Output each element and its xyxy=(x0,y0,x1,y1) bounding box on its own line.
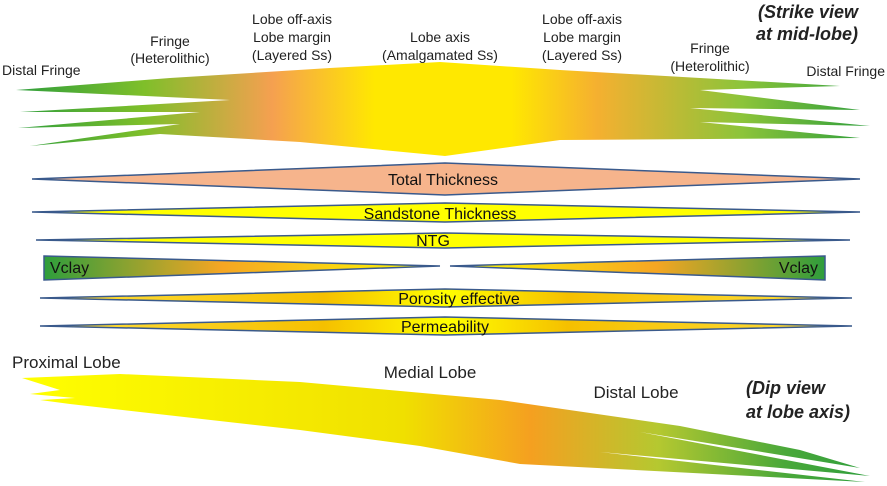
vclay-left-label: Vclay xyxy=(50,260,89,277)
strike-view-caption-line1: (Strike view xyxy=(758,2,859,22)
dip-view-caption-line1: (Dip view xyxy=(746,378,826,398)
lobe-off-axis-right-line3: (Layered Ss) xyxy=(542,47,622,63)
fringe-right-label-line2: (Heterolithic) xyxy=(670,58,749,74)
lobe-off-axis-left-line3: (Layered Ss) xyxy=(252,47,332,63)
distal-lobe-label: Distal Lobe xyxy=(593,383,678,402)
porosity-bar xyxy=(39,288,853,308)
vclay-right-bar xyxy=(449,255,826,281)
sandstone-thickness-label: Sandstone Thickness xyxy=(364,206,517,223)
fringe-right-label-line1: Fringe xyxy=(690,40,730,56)
lobe-off-axis-left-line1: Lobe off-axis xyxy=(252,11,332,27)
lobe-axis-line1: Lobe axis xyxy=(410,29,470,45)
porosity-label: Porosity effective xyxy=(398,291,520,308)
lobe-off-axis-left-line2: Lobe margin xyxy=(253,29,331,45)
fringe-left-label-line2: (Heterolithic) xyxy=(130,50,209,66)
total-thickness-label: Total Thickness xyxy=(388,172,498,189)
lobe-off-axis-right-line1: Lobe off-axis xyxy=(542,11,622,27)
sandstone-thickness-bar xyxy=(31,202,861,223)
strike-view-body xyxy=(16,62,870,156)
proximal-lobe-label: Proximal Lobe xyxy=(12,353,121,372)
lobe-axis-line2: (Amalgamated Ss) xyxy=(382,47,498,63)
ntg-bar xyxy=(35,232,851,249)
ntg-label: NTG xyxy=(416,233,450,250)
vclay-right-label: Vclay xyxy=(779,260,818,277)
vclay-left-bar xyxy=(43,255,441,281)
fringe-left-label-line1: Fringe xyxy=(150,33,190,49)
dip-view-caption-line2: at lobe axis) xyxy=(746,402,850,422)
permeability-label: Permeability xyxy=(401,319,489,336)
strike-view-caption-line2: at mid-lobe) xyxy=(756,24,858,44)
distal-fringe-left-label: Distal Fringe xyxy=(2,62,81,78)
distal-fringe-right-label: Distal Fringe xyxy=(806,63,885,79)
permeability-bar xyxy=(39,316,853,336)
dip-view-body xyxy=(22,374,870,482)
lobe-off-axis-right-line2: Lobe margin xyxy=(543,29,621,45)
medial-lobe-label: Medial Lobe xyxy=(384,363,477,382)
total-thickness-bar xyxy=(31,162,861,196)
